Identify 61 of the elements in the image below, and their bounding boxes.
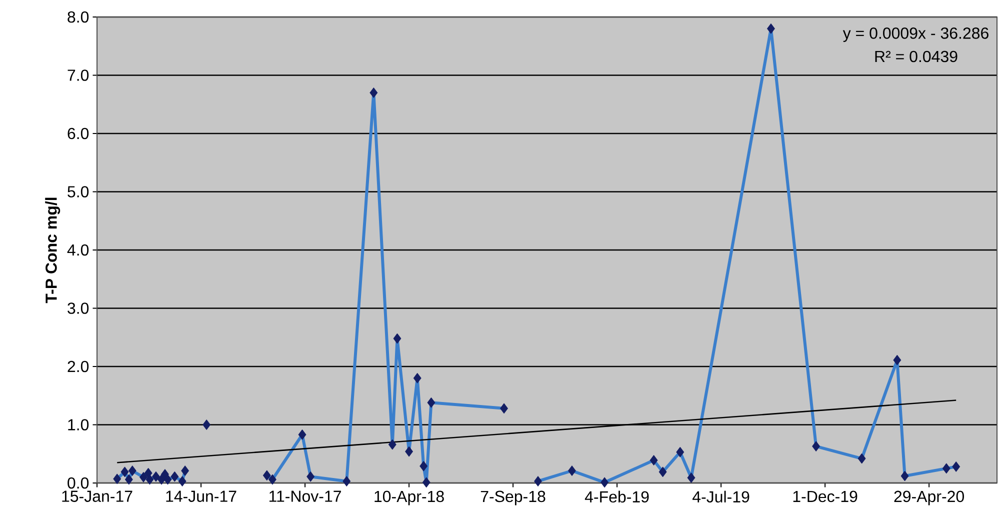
point: [500, 403, 508, 414]
point: [306, 471, 315, 482]
point: [113, 474, 122, 484]
point: [146, 474, 154, 485]
x-tick-label: 29-Apr-20: [894, 490, 964, 506]
point: [942, 463, 950, 474]
annotation: y = 0.0009x - 36.286: [842, 28, 988, 42]
y-tick-label: 8.0: [68, 11, 89, 23]
x-tick-label: 4-Feb-19: [584, 490, 649, 503]
x-tick-label: 14-Jun-17: [166, 490, 236, 502]
point: [268, 474, 276, 485]
point: [393, 333, 402, 344]
point: [422, 477, 430, 488]
point: [164, 474, 172, 485]
point: [388, 439, 396, 450]
point: [370, 87, 378, 98]
point: [858, 453, 866, 464]
y-axis-title: T-P Conc mg/l: [45, 198, 60, 304]
point: [676, 446, 684, 458]
point: [658, 466, 667, 478]
point: [298, 429, 306, 440]
x-tick-label: 11-Nov-17: [269, 490, 341, 502]
point: [687, 472, 696, 483]
point: [812, 441, 820, 452]
point: [405, 446, 414, 457]
y-tick-label: 1.0: [68, 419, 89, 430]
point: [900, 470, 909, 482]
point: [766, 23, 775, 34]
annotation: R² = 0.0439: [875, 50, 958, 62]
x-tick-label: 1-Dec-19: [793, 490, 858, 502]
point: [128, 466, 136, 476]
y-tick-label: 0.0: [68, 477, 89, 489]
y-tick-label: 3.0: [68, 302, 89, 314]
y-tick-label: 2.0: [68, 360, 89, 372]
y-tick-label: 7.0: [68, 70, 89, 81]
point: [181, 466, 190, 476]
point: [170, 471, 179, 482]
point: [568, 466, 576, 476]
x-tick-label: 15-Jan-17: [62, 490, 132, 502]
point: [202, 419, 211, 430]
y-tick-label: 4.0: [67, 244, 89, 256]
point: [124, 474, 133, 485]
y-tick-label: 6.0: [68, 128, 89, 140]
point: [427, 397, 436, 408]
x-tick-label: 7-Sep-18: [480, 490, 546, 506]
point: [650, 455, 658, 466]
point: [534, 476, 542, 486]
x-tick-label: 10-Apr-18: [374, 490, 444, 506]
point: [413, 372, 422, 384]
point: [152, 471, 160, 482]
point: [178, 476, 186, 486]
point: [952, 461, 960, 472]
point: [893, 354, 902, 366]
point: [420, 460, 428, 472]
x-tick-label: 4-Jul-19: [692, 490, 750, 503]
y-tick-label: 5.0: [68, 186, 89, 198]
point: [342, 476, 351, 486]
point: [262, 470, 271, 481]
point: [600, 477, 609, 488]
point: [139, 472, 148, 482]
point: [120, 466, 129, 478]
